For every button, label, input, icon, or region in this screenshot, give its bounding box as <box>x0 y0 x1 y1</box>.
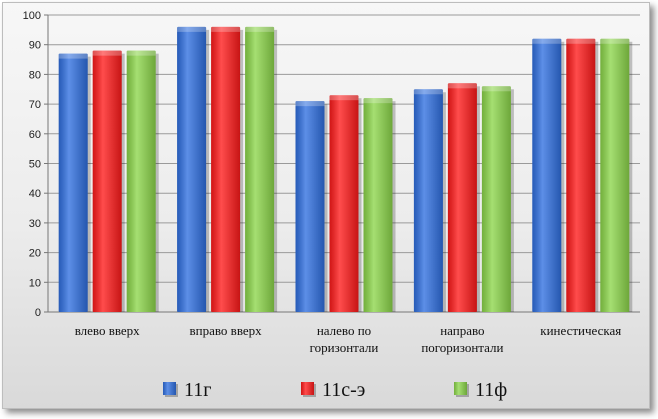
bar-shading <box>532 38 562 312</box>
category-label: направо <box>440 323 484 338</box>
bar-shading <box>363 98 393 312</box>
bar-shading <box>58 53 88 313</box>
y-tick-label: 90 <box>29 40 41 52</box>
legend-swatch-shading <box>163 382 176 395</box>
bar-shading <box>295 101 325 312</box>
bar-shading <box>481 86 511 312</box>
y-tick-label: 10 <box>29 277 41 289</box>
legend-label: 11ф <box>475 379 507 401</box>
y-tick-label: 50 <box>29 159 41 171</box>
bar-top-highlight <box>566 38 596 44</box>
bar-shading <box>245 26 275 312</box>
y-tick-label: 40 <box>29 188 41 200</box>
legend-swatch-shading <box>454 382 467 395</box>
bar-shading <box>447 83 477 312</box>
bar-shading <box>211 26 241 312</box>
legend: 11г 11с-э 11ф <box>163 379 507 401</box>
y-tick-label: 20 <box>29 248 41 260</box>
category-label: налево по <box>317 323 371 338</box>
category-labels: влево вверх вправо вверх налево по горизонт… <box>75 323 622 355</box>
bar-top-highlight <box>447 83 477 89</box>
category-label: влево вверх <box>75 323 140 338</box>
bar-shading <box>600 38 630 312</box>
legend-label: 11с-э <box>322 379 365 401</box>
y-tick-label: 0 <box>35 307 41 319</box>
bar-top-highlight <box>58 53 88 59</box>
y-tick-label: 60 <box>29 129 41 141</box>
bar-shading <box>329 95 359 312</box>
bar-top-highlight <box>413 89 443 95</box>
bar-top-highlight <box>177 26 207 32</box>
bar-top-highlight <box>600 38 630 44</box>
bar-top-highlight <box>245 26 275 32</box>
bar-top-highlight <box>481 86 511 92</box>
bar-top-highlight <box>211 26 241 32</box>
bar-shading <box>92 50 122 312</box>
bar-top-highlight <box>92 50 122 56</box>
y-tick-label: 80 <box>29 69 41 81</box>
bar-top-highlight <box>126 50 156 56</box>
bar-shading <box>126 50 156 312</box>
bar-shading <box>177 26 207 312</box>
category-label: кинестическая <box>540 323 621 338</box>
bar-top-highlight <box>363 98 393 104</box>
y-tick-label: 30 <box>29 218 41 230</box>
y-tick-label: 100 <box>23 10 41 22</box>
legend-swatch-shading <box>301 382 314 395</box>
category-label: погоризонтали <box>421 340 503 355</box>
category-label: горизонтали <box>310 340 379 355</box>
bar-shading <box>413 89 443 312</box>
bar-shading <box>566 38 596 312</box>
y-tick-label: 70 <box>29 99 41 111</box>
legend-label: 11г <box>184 379 211 401</box>
bar-top-highlight <box>329 95 359 101</box>
bars <box>58 26 633 313</box>
bar-top-highlight <box>295 101 325 107</box>
bar-top-highlight <box>532 38 562 44</box>
category-label: вправо вверх <box>190 323 263 338</box>
